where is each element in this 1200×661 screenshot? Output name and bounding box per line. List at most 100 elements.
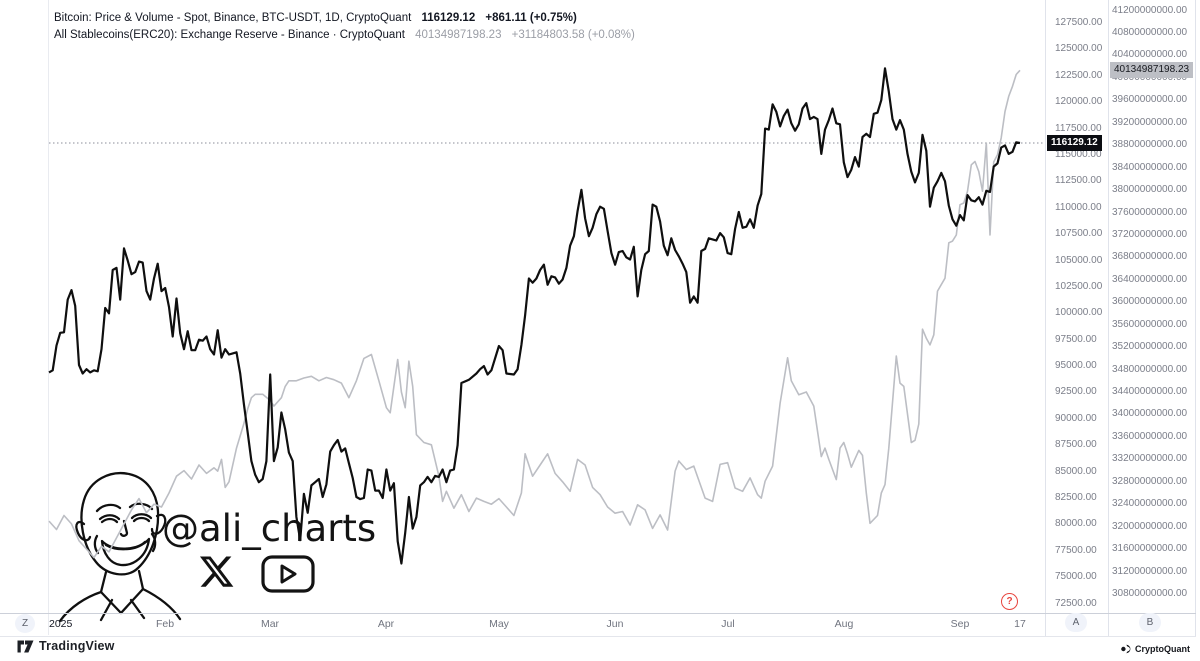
btc-current-price-badge: 116129.12 (1047, 135, 1102, 151)
time-axis-label: Feb (155, 618, 175, 630)
widget-bottom-border (0, 636, 1196, 637)
btc-price-tick-label: 120000.00 (1055, 96, 1103, 107)
time-scale-border (0, 613, 1196, 614)
reserve-tick-label: 40800000000.00 (1112, 27, 1188, 38)
legend-row-btc[interactable]: Bitcoin: Price & Volume - Spot, Binance,… (54, 10, 635, 27)
btc-price-tick-label: 72500.00 (1055, 598, 1097, 609)
stablecoin-change: +31184803.58 (+0.08%) (511, 29, 635, 41)
btc-price-tick-label: 110000.00 (1055, 202, 1102, 213)
reserve-tick-label: 37600000000.00 (1112, 207, 1188, 218)
x-icon (199, 556, 234, 587)
btc-last-value: 116129.12 (421, 12, 476, 24)
time-axis-label: 2025 (49, 618, 73, 630)
legend: Bitcoin: Price & Volume - Spot, Binance,… (54, 10, 635, 44)
btc-price-tick-label: 95000.00 (1055, 360, 1097, 371)
btc-price-tick-label: 107500.00 (1055, 228, 1103, 239)
avatar-ear-right (150, 513, 167, 535)
time-axis-label: Jul (721, 618, 735, 630)
btc-change: +861.11 (+0.75%) (485, 12, 577, 24)
avatar-nose (119, 519, 129, 537)
tradingview-logo[interactable]: TradingView (17, 639, 115, 653)
avatar-ear-left (75, 520, 92, 542)
time-axis-label: Apr (377, 618, 395, 630)
reserve-tick-label: 33600000000.00 (1112, 431, 1188, 442)
scale-b-button[interactable]: B (1139, 613, 1161, 632)
reserve-tick-label: 30800000000.00 (1112, 588, 1188, 599)
watermark-handle-text: @ali_charts (162, 507, 376, 550)
btc-price-tick-label: 90000.00 (1055, 413, 1097, 424)
btc-price-tick-label: 127500.00 (1055, 17, 1103, 28)
reserve-tick-label: 39600000000.00 (1112, 94, 1188, 105)
time-axis-label: Sep (950, 618, 970, 630)
stablecoin-current-value-badge: 40134987198.23 (1110, 62, 1194, 78)
btc-price-tick-label: 82500.00 (1055, 492, 1097, 503)
btc-price-tick-label: 97500.00 (1055, 334, 1097, 345)
time-scale[interactable]: 2025 Feb Mar Apr May Jun Jul Aug Sep 17 (0, 614, 1045, 635)
btc-price-tick-label: 117500.00 (1055, 123, 1102, 134)
avatar-shoulders (58, 587, 182, 623)
reserve-tick-label: 35200000000.00 (1112, 341, 1188, 352)
time-axis-label: Mar (260, 618, 280, 630)
data-status-help-icon[interactable]: ? (1001, 593, 1018, 610)
reserve-tick-label: 31600000000.00 (1112, 543, 1188, 554)
reserve-tick-label: 32000000000.00 (1112, 521, 1188, 532)
btc-price-tick-label: 125000.00 (1055, 43, 1103, 54)
btc-price-scale[interactable]: 127500.00 125000.00 122500.00 120000.00 1175… (1046, 0, 1108, 613)
reserve-tick-label: 40400000000.00 (1112, 49, 1188, 60)
btc-price-tick-label: 100000.00 (1055, 307, 1103, 318)
btc-price-series-line[interactable] (48, 67, 1021, 565)
reserve-tick-label: 41200000000.00 (1112, 5, 1188, 16)
reserve-tick-label: 35600000000.00 (1112, 319, 1188, 330)
avatar-eye-left (98, 514, 121, 521)
btc-price-tick-label: 122500.00 (1055, 70, 1103, 81)
reserve-tick-label: 37200000000.00 (1112, 229, 1188, 240)
reserve-tick-label: 38400000000.00 (1112, 162, 1188, 173)
reserve-tick-label: 34800000000.00 (1112, 364, 1188, 375)
tradingview-logo-icon (17, 640, 34, 652)
right-edge-border (1195, 0, 1196, 636)
btc-price-tick-label: 102500.00 (1055, 281, 1103, 292)
reserve-tick-label: 36000000000.00 (1112, 296, 1188, 307)
btc-price-tick-label: 112500.00 (1055, 175, 1102, 186)
reserve-tick-label: 32800000000.00 (1112, 476, 1188, 487)
time-axis-label: May (489, 618, 509, 630)
scale-a-button[interactable]: A (1065, 613, 1087, 632)
btc-price-tick-label: 115000.00 (1055, 149, 1102, 160)
time-axis-label: 17 (1014, 618, 1026, 630)
reserve-tick-label: 38800000000.00 (1112, 139, 1188, 150)
reserve-tick-label: 36400000000.00 (1112, 274, 1188, 285)
reserve-tick-label: 36800000000.00 (1112, 251, 1188, 262)
time-axis-label: Aug (834, 618, 854, 630)
timezone-button[interactable]: Z (15, 614, 35, 633)
legend-row-stablecoin[interactable]: All Stablecoins(ERC20): Exchange Reserve… (54, 27, 635, 44)
btc-price-tick-label: 105000.00 (1055, 255, 1103, 266)
reserve-tick-label: 39200000000.00 (1112, 117, 1188, 128)
stablecoin-last-value: 40134987198.23 (415, 29, 502, 41)
price-scale-border (1045, 0, 1046, 636)
btc-price-tick-label: 75000.00 (1055, 571, 1097, 582)
avatar-eye-right (130, 513, 153, 520)
avatar-brow-left (95, 503, 122, 513)
reserve-scale-border (1108, 0, 1109, 636)
youtube-icon (261, 555, 315, 593)
reserve-tick-label: 31200000000.00 (1112, 566, 1188, 577)
reserve-tick-label: 32400000000.00 (1112, 498, 1188, 509)
reserve-price-scale[interactable]: 41200000000.00 40800000000.00 40400000000.… (1109, 0, 1195, 613)
btc-price-tick-label: 80000.00 (1055, 518, 1097, 529)
stablecoin-series-title: All Stablecoins(ERC20): Exchange Reserve… (54, 29, 405, 41)
reserve-tick-label: 38000000000.00 (1112, 184, 1188, 195)
cryptoquant-logo-icon (1121, 644, 1131, 654)
cryptoquant-logo: CryptoQuant (1121, 644, 1190, 654)
time-axis-label: Jun (606, 618, 624, 630)
btc-price-tick-label: 85000.00 (1055, 466, 1097, 477)
avatar-neck (99, 569, 145, 594)
btc-price-tick-label: 92500.00 (1055, 386, 1097, 397)
btc-price-tick-label: 87500.00 (1055, 439, 1097, 450)
stablecoin-reserve-series-line[interactable] (48, 69, 1021, 559)
reserve-tick-label: 34000000000.00 (1112, 408, 1188, 419)
reserve-tick-label: 33200000000.00 (1112, 453, 1188, 464)
btc-price-tick-label: 77500.00 (1055, 545, 1097, 556)
reserve-tick-label: 34400000000.00 (1112, 386, 1188, 397)
